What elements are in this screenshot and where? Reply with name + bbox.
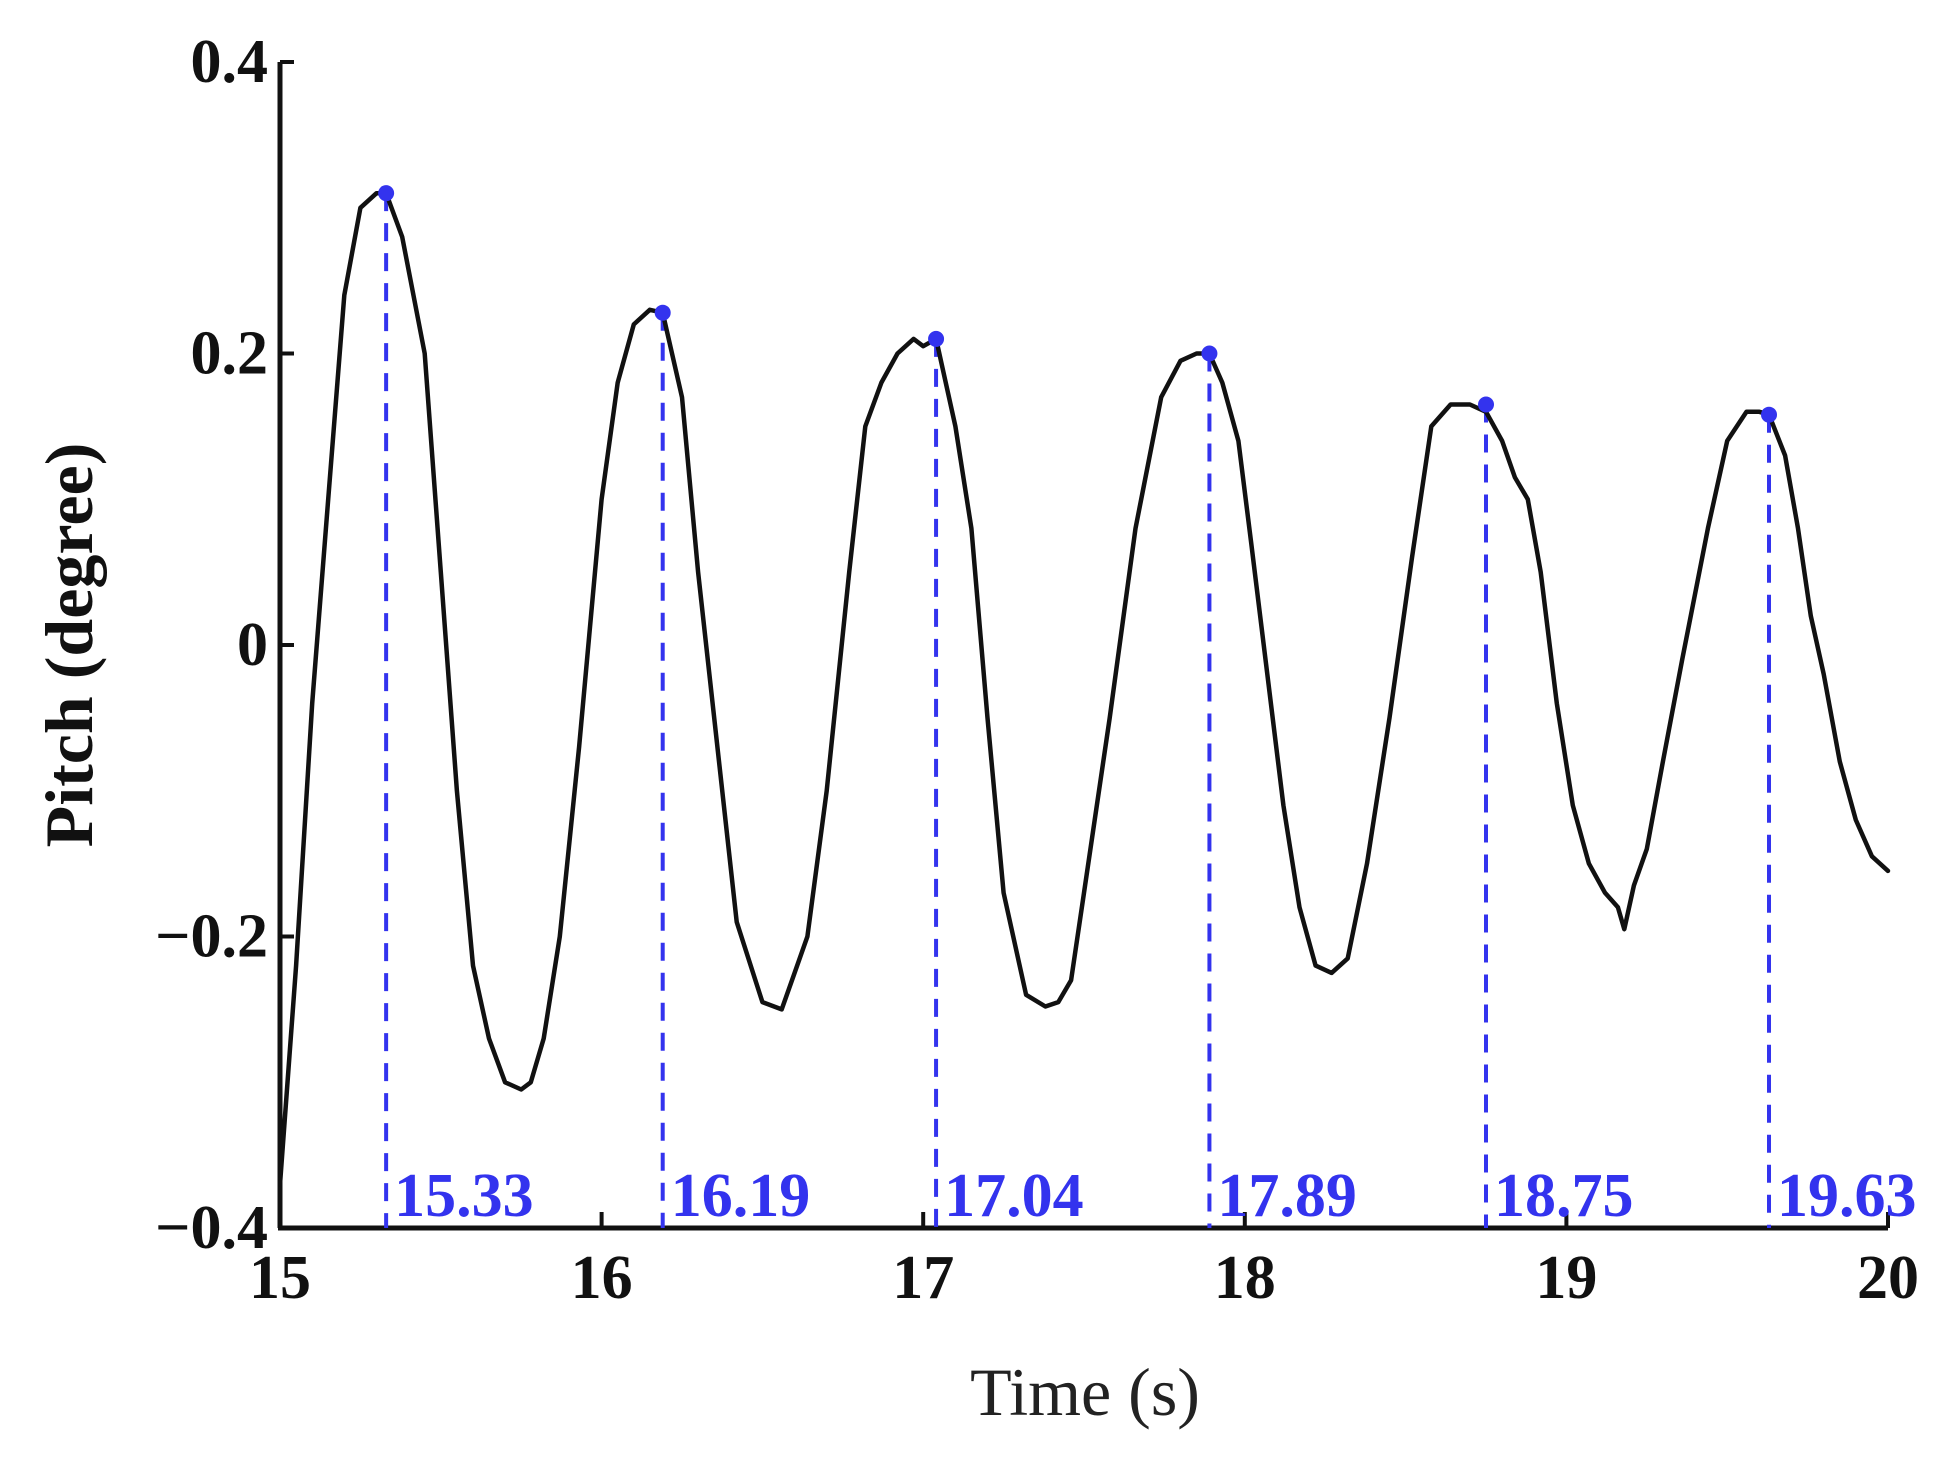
y-axis: −0.4 −0.2 0 0.2 0.4 (155, 28, 294, 1262)
x-tick-label: 15 (249, 1244, 311, 1312)
x-axis-title: Time (s) (970, 1354, 1200, 1430)
peak-point (1201, 345, 1218, 362)
peak-point (654, 304, 671, 321)
x-tick-label: 19 (1535, 1244, 1597, 1312)
y-tick-label: −0.2 (155, 903, 268, 971)
peak-points (378, 185, 1778, 423)
y-tick-label: 0.4 (191, 28, 269, 96)
peak-labels: 15.33 16.19 17.04 17.89 18.75 19.63 (394, 1162, 1916, 1230)
peak-time-label: 19.63 (1777, 1162, 1917, 1230)
series-layer (277, 190, 1891, 1187)
y-tick-label: 0 (237, 611, 268, 679)
y-tick-label: 0.2 (191, 320, 269, 388)
peak-time-label: 15.33 (394, 1162, 534, 1230)
x-axis: 15 16 17 18 19 20 (249, 1212, 1919, 1312)
peak-time-label: 17.04 (944, 1162, 1083, 1230)
peak-point (1761, 406, 1778, 423)
x-tick-label: 18 (1214, 1244, 1276, 1312)
x-tick-label: 16 (571, 1244, 633, 1312)
peak-time-label: 17.89 (1217, 1162, 1357, 1230)
x-tick-label: 20 (1857, 1244, 1919, 1312)
peak-point (928, 330, 945, 347)
pitch-series-line (277, 190, 1891, 1187)
peak-markers (384, 193, 1772, 1228)
y-tick-label: −0.4 (155, 1194, 268, 1262)
peak-point (378, 185, 395, 202)
x-tick-label: 17 (892, 1244, 954, 1312)
peak-time-label: 18.75 (1494, 1162, 1634, 1230)
y-axis-title: Pitch (degree) (31, 443, 107, 848)
peak-time-label: 16.19 (671, 1162, 811, 1230)
peak-point (1478, 396, 1494, 413)
